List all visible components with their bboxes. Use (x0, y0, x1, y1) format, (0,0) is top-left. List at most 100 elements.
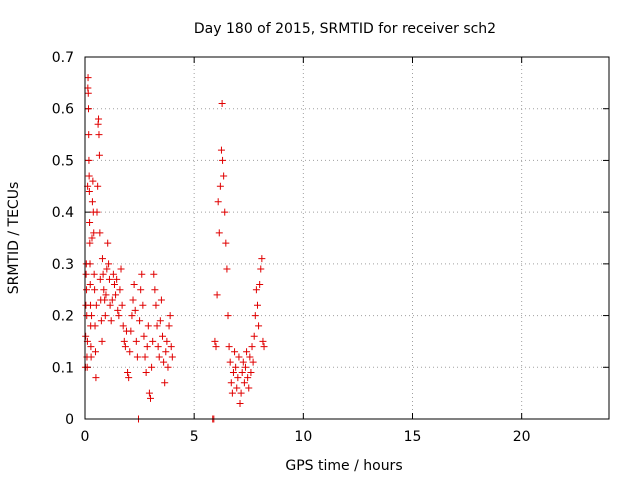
data-point (213, 291, 221, 299)
data-point (116, 286, 124, 294)
data-point (246, 353, 254, 361)
data-point (248, 343, 256, 351)
y-tick-label: 0 (65, 412, 74, 428)
data-point (227, 379, 235, 387)
data-point (92, 374, 100, 382)
data-point (234, 374, 242, 382)
data-point (96, 275, 104, 283)
data-point (91, 286, 99, 294)
data-point (96, 229, 104, 237)
data-point (251, 312, 259, 320)
y-tick-label: 0.2 (52, 309, 74, 325)
data-point (125, 374, 133, 382)
y-tick-label: 0.7 (52, 50, 74, 66)
data-point (216, 182, 224, 190)
data-point (128, 312, 136, 320)
data-point (167, 343, 175, 351)
data-point (82, 270, 90, 278)
data-point (150, 270, 158, 278)
data-point (160, 358, 168, 366)
data-point (147, 394, 154, 402)
data-point (211, 337, 219, 345)
data-point (108, 296, 116, 304)
grid-lines (85, 57, 609, 419)
data-point (130, 281, 138, 289)
data-point (166, 312, 174, 320)
data-point (148, 363, 156, 371)
y-tick-label: 0.4 (52, 205, 74, 221)
data-point (143, 343, 151, 351)
data-point (224, 312, 232, 320)
data-point (215, 229, 223, 237)
data-point (239, 358, 247, 366)
x-axis-label: GPS time / hours (285, 458, 402, 474)
data-point (98, 255, 106, 263)
data-point (163, 337, 171, 345)
data-point (95, 151, 103, 159)
data-point (105, 275, 113, 283)
data-point (114, 306, 122, 314)
data-point (84, 105, 92, 113)
data-point (126, 348, 134, 356)
data-point (118, 301, 126, 309)
data-point (168, 353, 176, 361)
data-point (225, 343, 233, 351)
data-point (159, 332, 167, 340)
data-point (238, 368, 246, 376)
data-point (247, 368, 255, 376)
data-point (102, 291, 110, 299)
data-point (131, 306, 139, 314)
data-point (87, 343, 95, 351)
data-point (145, 389, 153, 397)
data-point (226, 358, 234, 366)
data-point (221, 208, 229, 216)
data-point (91, 348, 99, 356)
x-tick-label: 20 (513, 429, 531, 445)
data-point (133, 353, 141, 361)
data-point (117, 265, 125, 273)
data-point (260, 343, 268, 351)
data-point (241, 363, 249, 371)
data-point (228, 389, 236, 397)
data-point (250, 332, 258, 340)
data-point (157, 296, 165, 304)
data-point (119, 322, 127, 330)
data-point (101, 312, 109, 320)
data-point (162, 348, 170, 356)
data-point (236, 399, 244, 407)
data-point (161, 379, 169, 387)
data-point (154, 343, 162, 351)
data-point (124, 368, 132, 376)
data-point (217, 146, 225, 154)
data-point (141, 353, 149, 361)
data-point (87, 353, 95, 361)
data-point (84, 74, 92, 82)
data-point (95, 115, 103, 123)
data-point (152, 301, 160, 309)
data-point (113, 275, 121, 283)
data-point (258, 255, 266, 263)
data-point (151, 286, 159, 294)
axis-ticks: 0 0.1 0.2 0.3 0.4 0.5 0.6 0.7 0 5 10 15 20 (52, 50, 609, 445)
y-tick-label: 0.1 (52, 360, 74, 376)
plot-frame (84, 56, 610, 420)
data-point (106, 301, 114, 309)
data-point (100, 286, 108, 294)
data-point (136, 317, 144, 325)
data-point (140, 332, 148, 340)
data-point (85, 172, 93, 180)
data-point (155, 353, 163, 361)
data-point (237, 389, 245, 397)
data-point (105, 260, 113, 268)
data-point (121, 343, 129, 351)
data-point (137, 286, 145, 294)
data-point (110, 281, 118, 289)
data-point (84, 89, 92, 97)
data-point (223, 265, 231, 273)
data-point (138, 270, 146, 278)
data-point (214, 198, 222, 206)
data-point (259, 337, 267, 345)
data-point (149, 337, 157, 345)
data-point (212, 343, 220, 351)
